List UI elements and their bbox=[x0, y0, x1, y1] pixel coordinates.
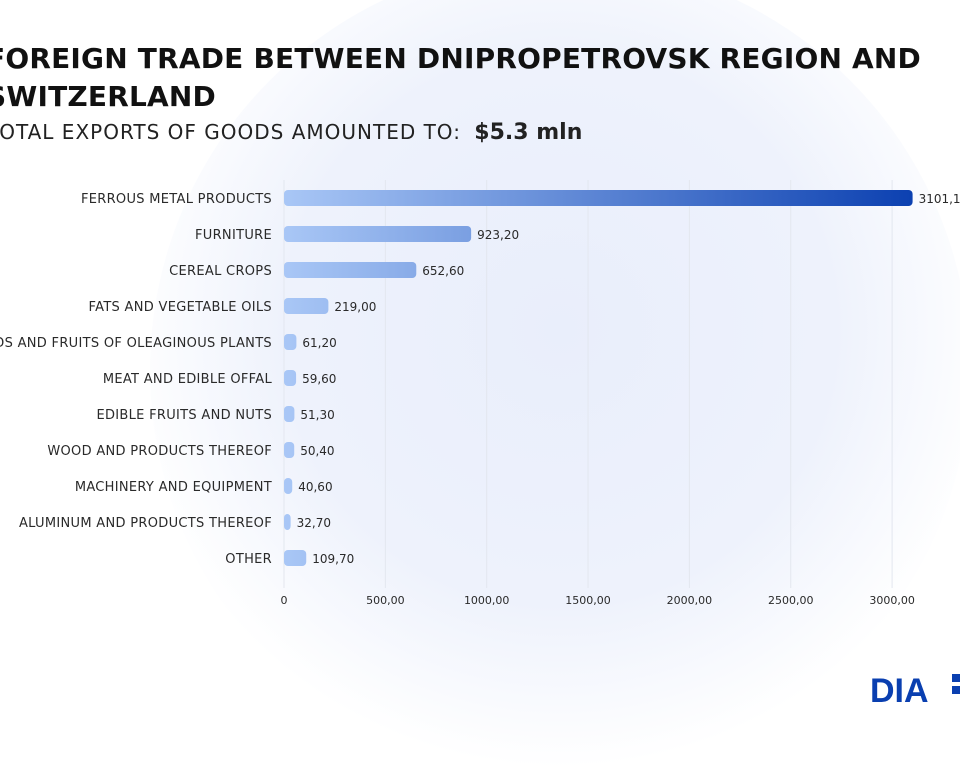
x-axis-ticks: 0 500,00 1000,00 1500,00 2000,00 2500,00 3000,… bbox=[281, 594, 915, 607]
category-label: WOOD AND PRODUCTS THEREOF bbox=[47, 444, 272, 459]
value-label: 40,60 bbox=[298, 480, 332, 494]
x-tick-label: 500,00 bbox=[366, 594, 405, 607]
value-label: 109,70 bbox=[312, 552, 354, 566]
bar bbox=[284, 298, 329, 314]
logo-text: DIA bbox=[870, 672, 929, 710]
value-label: 61,20 bbox=[302, 336, 336, 350]
value-label: 51,30 bbox=[300, 408, 334, 422]
bar bbox=[284, 334, 297, 350]
value-label: 652,60 bbox=[422, 264, 464, 278]
category-label: MEAT AND EDIBLE OFFAL bbox=[103, 372, 273, 387]
dia-logo: DIA bbox=[868, 672, 960, 710]
chart-subtitle: TOTAL EXPORTS OF GOODS AMOUNTED TO: $5.3… bbox=[0, 120, 582, 145]
value-label: 50,40 bbox=[300, 444, 334, 458]
value-labels: 3101,10 923,20 652,60 219,00 61,20 59,60 51,30… bbox=[297, 192, 960, 566]
value-label: 219,00 bbox=[334, 300, 376, 314]
bar bbox=[284, 370, 297, 386]
category-label: EDIBLE FRUITS AND NUTS bbox=[96, 408, 272, 423]
category-label: FURNITURE bbox=[195, 228, 272, 243]
x-tick-label: 1500,00 bbox=[565, 594, 611, 607]
value-label: 59,60 bbox=[302, 372, 336, 386]
category-label: CEREAL CROPS bbox=[169, 264, 272, 279]
category-label: OTHER bbox=[225, 552, 272, 567]
x-tick-label: 1000,00 bbox=[464, 594, 510, 607]
bar bbox=[284, 478, 293, 494]
x-tick-label: 2500,00 bbox=[768, 594, 814, 607]
bar-chart: FERROUS METAL PRODUCTS FURNITURE CEREAL CR… bbox=[0, 180, 960, 607]
bars bbox=[284, 190, 913, 566]
value-label: 3101,10 bbox=[919, 192, 960, 206]
x-tick-label: 3000,00 bbox=[869, 594, 915, 607]
category-label: SEEDS AND FRUITS OF OLEAGINOUS PLANTS bbox=[0, 336, 272, 351]
category-label: MACHINERY AND EQUIPMENT bbox=[75, 480, 272, 495]
category-label: ALUMINUM AND PRODUCTS THEREOF bbox=[19, 516, 272, 531]
x-tick-label: 0 bbox=[281, 594, 288, 607]
value-label: 32,70 bbox=[297, 516, 331, 530]
grid-lines bbox=[283, 180, 893, 588]
bar bbox=[284, 262, 417, 278]
bar bbox=[284, 226, 472, 242]
chart-title: FOREIGN TRADE BETWEEN DNIPROPETROVSK REG… bbox=[0, 42, 921, 113]
category-labels: FERROUS METAL PRODUCTS FURNITURE CEREAL CR… bbox=[0, 192, 272, 567]
subtitle-prefix: TOTAL EXPORTS OF GOODS AMOUNTED TO: bbox=[0, 120, 461, 144]
bar bbox=[284, 406, 295, 422]
bar bbox=[284, 514, 291, 530]
background-glow bbox=[150, 0, 960, 780]
subtitle-amount: $5.3 mln bbox=[474, 120, 583, 145]
x-tick-label: 2000,00 bbox=[667, 594, 713, 607]
value-label: 923,20 bbox=[477, 228, 519, 242]
category-label: FERROUS METAL PRODUCTS bbox=[81, 192, 272, 207]
bar bbox=[284, 190, 913, 206]
bar bbox=[284, 550, 307, 566]
category-label: FATS AND VEGETABLE OILS bbox=[89, 300, 272, 315]
bar bbox=[284, 442, 295, 458]
